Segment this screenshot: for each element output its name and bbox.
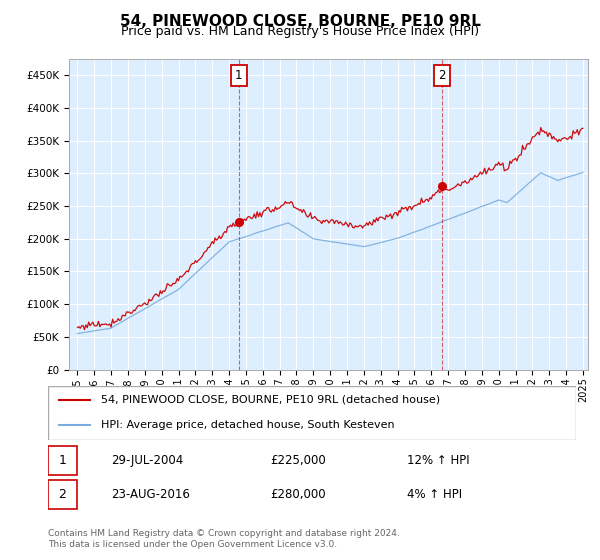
Text: Contains HM Land Registry data © Crown copyright and database right 2024.
This d: Contains HM Land Registry data © Crown c… (48, 529, 400, 549)
Text: 2: 2 (58, 488, 66, 501)
Text: 1: 1 (235, 69, 242, 82)
Text: 54, PINEWOOD CLOSE, BOURNE, PE10 9RL (detached house): 54, PINEWOOD CLOSE, BOURNE, PE10 9RL (de… (101, 395, 440, 405)
Text: £280,000: £280,000 (270, 488, 325, 501)
Text: £225,000: £225,000 (270, 454, 326, 467)
Text: 2: 2 (439, 69, 446, 82)
Text: 29-JUL-2004: 29-JUL-2004 (112, 454, 184, 467)
Text: 1: 1 (58, 454, 66, 467)
Text: 54, PINEWOOD CLOSE, BOURNE, PE10 9RL: 54, PINEWOOD CLOSE, BOURNE, PE10 9RL (119, 14, 481, 29)
Text: 23-AUG-2016: 23-AUG-2016 (112, 488, 190, 501)
Text: 12% ↑ HPI: 12% ↑ HPI (407, 454, 470, 467)
Text: Price paid vs. HM Land Registry's House Price Index (HPI): Price paid vs. HM Land Registry's House … (121, 25, 479, 38)
Text: HPI: Average price, detached house, South Kesteven: HPI: Average price, detached house, Sout… (101, 419, 394, 430)
Bar (48, 479, 77, 508)
Bar (48, 446, 77, 475)
Text: 4% ↑ HPI: 4% ↑ HPI (407, 488, 462, 501)
